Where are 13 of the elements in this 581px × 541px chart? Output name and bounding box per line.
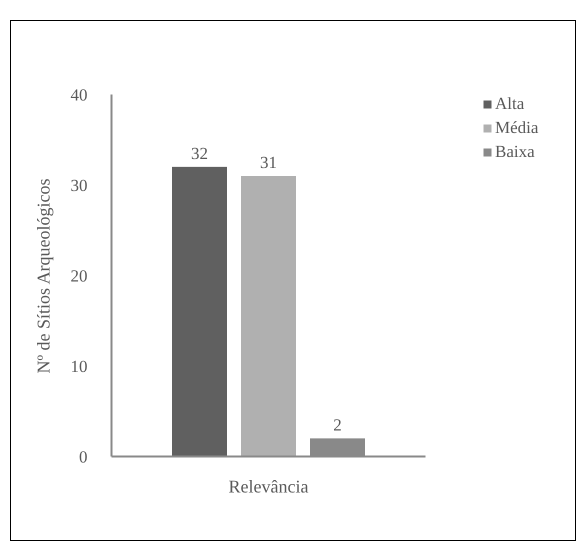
y-tick-label: 20	[70, 266, 88, 286]
y-axis-title: Nº de Sítios Arqueológicos	[34, 178, 54, 374]
x-axis-title: Relevância	[228, 476, 308, 496]
legend-label: Baixa	[495, 142, 535, 162]
y-tick-label: 10	[70, 357, 88, 376]
y-tick-label: 30	[70, 176, 88, 195]
data-label: 2	[333, 415, 342, 434]
y-tick-label: 0	[79, 448, 88, 466]
data-label: 31	[260, 152, 277, 172]
legend-label: Alta	[495, 94, 524, 114]
data-label: 32	[191, 144, 208, 163]
legend-label: Média	[495, 118, 538, 138]
y-tick-label: 40	[70, 86, 88, 104]
